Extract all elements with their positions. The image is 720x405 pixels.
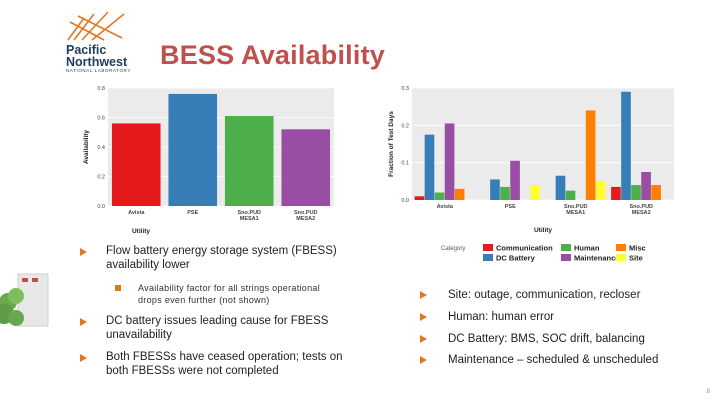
- bar: [168, 93, 218, 206]
- logo-line-1: Pacific: [66, 43, 107, 57]
- y-tick-label: 0.2: [97, 175, 105, 181]
- bullet-arrow-icon: [80, 248, 87, 256]
- bullet-text: Human: human error: [448, 311, 555, 323]
- x-tick-label: Sno.PUD: [564, 204, 588, 210]
- x-tick-label: PSE: [187, 210, 198, 216]
- bullet-text: DC battery issues leading cause for FBES…: [106, 315, 329, 341]
- x-tick-label: Avista: [128, 210, 145, 216]
- pnnl-logo: [64, 10, 144, 75]
- slide-title: BESS Availability: [160, 40, 385, 70]
- legend-swatch: [616, 254, 626, 262]
- bullet-text: Site: outage, communication, recloser: [448, 289, 641, 301]
- bar: [414, 196, 425, 200]
- legend-item: DC Battery: [483, 249, 535, 267]
- legend-label: DC Battery: [496, 253, 535, 263]
- legend-label: Maintenance: [574, 253, 620, 263]
- legend-item: Human: [561, 239, 599, 257]
- bullet-arrow-icon: [420, 313, 427, 321]
- legend-item: Maintenance: [561, 249, 619, 267]
- legend-swatch: [561, 254, 571, 262]
- x-tick-label: Sno.PUD: [237, 210, 261, 216]
- y-tick-label: 0.8: [97, 86, 105, 92]
- bullet-arrow-icon: [80, 318, 87, 326]
- x-tick-label: MESA1: [566, 210, 585, 216]
- x-tick-label: Avista: [437, 204, 454, 210]
- y-tick-label: 0.0: [401, 198, 409, 204]
- y-tick-label: 0.2: [401, 123, 409, 129]
- y-axis-label: Availability: [83, 130, 90, 164]
- x-tick-label: MESA2: [296, 216, 315, 222]
- legend-item: Site: [616, 249, 643, 267]
- y-tick-label: 0.6: [97, 116, 105, 122]
- legend-item: Misc: [616, 239, 646, 257]
- left-bullets: Flow battery energy storage system (FBES…: [80, 244, 380, 384]
- logo-text: Pacific Northwest: [66, 43, 128, 69]
- legend-swatch: [483, 244, 493, 252]
- bullet-text: DC Battery: BMS, SOC drift, balancing: [448, 333, 645, 345]
- x-tick-label: Sno.PUD: [629, 204, 653, 210]
- bar: [631, 185, 641, 200]
- bar: [444, 123, 455, 200]
- x-tick-label: MESA1: [240, 216, 259, 222]
- bar: [621, 91, 631, 200]
- x-tick-label: Sno.PUD: [294, 210, 318, 216]
- bar: [454, 188, 465, 200]
- bullet-arrow-icon: [420, 356, 427, 364]
- bullet-arrow-icon: [420, 335, 427, 343]
- chart-legend: Category Communication DC Battery Human Mai…: [441, 239, 681, 262]
- bar: [500, 186, 510, 200]
- x-axis-label: Utility: [534, 227, 552, 234]
- bullet-arrow-icon: [80, 354, 87, 362]
- y-axis-label: Fraction of Test Days: [388, 111, 395, 177]
- legend-swatch: [483, 254, 493, 262]
- bar: [530, 185, 540, 200]
- bullet-text: Both FBESSs have ceased operation; tests…: [106, 351, 343, 377]
- decorative-illustration: [0, 273, 49, 327]
- logo-subtitle: NATIONAL LABORATORY: [66, 68, 131, 73]
- y-tick-label: 0.4: [97, 145, 105, 151]
- logo-line-2: Northwest: [66, 55, 128, 69]
- bar: [565, 190, 576, 200]
- bar: [434, 192, 445, 200]
- legend-item: Communication: [483, 239, 553, 257]
- bar: [595, 181, 606, 200]
- legend-label: Human: [574, 243, 600, 253]
- bullet-text: Flow battery energy storage system (FBES…: [106, 245, 337, 271]
- right-bullets: Site: outage, communication, recloser Hu…: [420, 288, 710, 378]
- bar: [490, 179, 500, 200]
- bullet-arrow-icon: [420, 291, 427, 299]
- sub-bullet-text: Availability factor for all strings oper…: [138, 283, 321, 305]
- legend-swatch: [616, 244, 626, 252]
- bar: [424, 134, 435, 200]
- x-axis-label: Utility: [132, 228, 150, 235]
- bar: [585, 110, 596, 200]
- bar: [281, 129, 331, 206]
- bar: [641, 172, 651, 200]
- x-tick-label: MESA2: [632, 210, 651, 216]
- legend-label: Communication: [496, 243, 553, 253]
- y-tick-label: 0.1: [401, 161, 409, 167]
- bar: [555, 175, 566, 200]
- pnnl-logo-icon: [67, 11, 125, 41]
- page-number: 8: [706, 389, 710, 395]
- legend-swatch: [561, 244, 571, 252]
- legend-label: Misc: [629, 243, 646, 253]
- bar: [111, 123, 161, 206]
- legend-title: Category: [441, 246, 466, 252]
- y-tick-label: 0.3: [401, 86, 409, 92]
- bullet-square-icon: [115, 285, 121, 291]
- legend-label: Site: [629, 253, 643, 263]
- bullet-text: Maintenance – scheduled & unscheduled: [448, 354, 659, 366]
- bar: [611, 186, 621, 200]
- x-tick-label: PSE: [505, 204, 516, 210]
- bar: [224, 116, 274, 206]
- y-tick-label: 0.0: [97, 204, 105, 210]
- bar: [651, 185, 661, 200]
- bar: [510, 160, 520, 200]
